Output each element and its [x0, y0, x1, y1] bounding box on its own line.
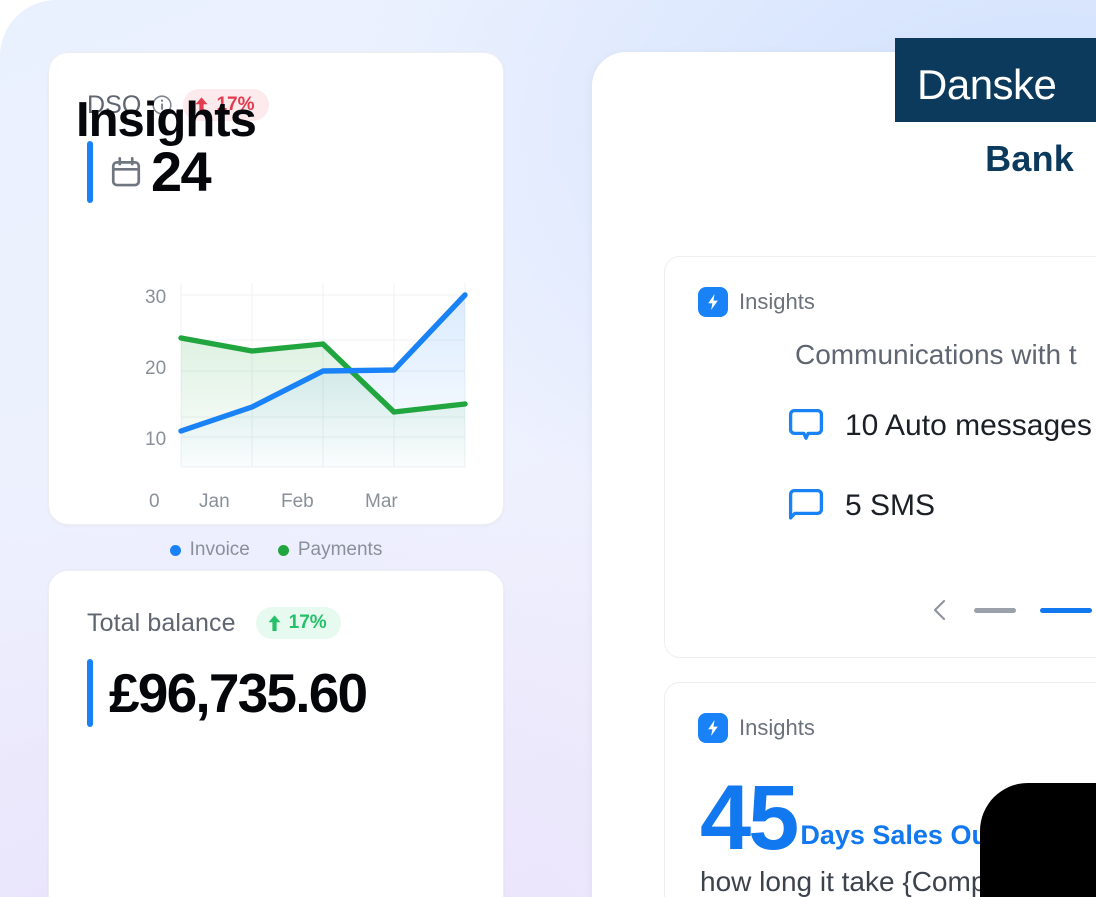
insight-row-auto-messages: 10 Auto messages	[665, 405, 1096, 447]
insight-dso-number: 45	[700, 767, 799, 869]
speech-bubble-icon	[788, 488, 824, 520]
arrow-up-icon	[268, 615, 281, 631]
dso-line-chart: 30 20 10 0 Jan Feb Mar	[49, 281, 503, 521]
chevron-left-icon[interactable]	[930, 598, 950, 622]
insight-card-communications[interactable]: Insights Communications with t 10 Auto m…	[664, 256, 1096, 658]
line-series-invoice	[178, 292, 468, 434]
logo-navy-box: Danske	[895, 38, 1096, 122]
insight-row-text: 5 SMS	[845, 489, 936, 522]
balance-metric-row: £96,735.60	[49, 659, 503, 727]
danske-bank-logo: Danske Bank	[895, 38, 1096, 180]
dso-metric-value: 24	[151, 140, 212, 203]
x-tick-feb: Feb	[281, 491, 314, 512]
corner-overlay-shape	[938, 783, 1096, 897]
dso-chart-legend: Invoice Payments	[49, 539, 503, 561]
y-tick-20: 20	[145, 358, 167, 379]
dso-delta-badge: 17%	[183, 89, 269, 121]
y-tick-10: 10	[145, 429, 167, 450]
insight-tag: Insights	[665, 257, 1096, 317]
insight-tag-label: Insights	[739, 289, 815, 314]
legend-dot-invoice	[169, 544, 181, 556]
balance-card-title: Total balance	[87, 608, 236, 637]
legend-item-invoice: Invoice	[169, 539, 250, 561]
logo-word-danske: Danske	[917, 61, 1057, 108]
insights-panel-title: Insights	[76, 93, 257, 147]
insight-tag: Insights	[665, 683, 1096, 743]
total-balance-card: Total balance 17% £96,735.60	[48, 570, 504, 897]
balance-delta-value: 17%	[288, 612, 327, 633]
carousel-dot-1[interactable]	[974, 607, 1016, 613]
carousel-dot-2[interactable]	[1040, 607, 1092, 613]
speech-bubble-icon	[788, 408, 824, 440]
y-tick-30: 30	[145, 287, 167, 308]
accent-bar	[87, 659, 93, 727]
calendar-icon	[111, 157, 141, 187]
bolt-icon	[698, 713, 728, 743]
legend-item-payments: Payments	[277, 539, 383, 561]
info-circle-icon[interactable]	[151, 94, 173, 116]
line-series-payments	[178, 335, 468, 415]
insight-headline: Communications with t	[795, 339, 1077, 370]
insight-row-sms: 5 SMS	[665, 485, 1096, 527]
accent-bar	[87, 141, 93, 203]
arrow-up-icon	[195, 97, 208, 113]
x-tick-jan: Jan	[199, 491, 230, 512]
y-tick-0: 0	[149, 491, 160, 512]
dso-card: DSO 17% 24	[48, 52, 504, 560]
balance-delta-badge: 17%	[255, 607, 341, 639]
insights-carousel	[930, 598, 1096, 622]
dso-line-chart-svg	[178, 283, 468, 468]
balance-metric-value: £96,735.60	[109, 661, 368, 724]
x-tick-mar: Mar	[365, 491, 398, 512]
dso-metric-row: 24	[49, 141, 503, 203]
legend-label-payments: Payments	[297, 539, 383, 560]
dso-card-header: DSO 17%	[49, 53, 503, 121]
dso-card-title: DSO	[87, 90, 142, 119]
balance-card-header: Total balance 17%	[49, 571, 503, 639]
legend-label-invoice: Invoice	[189, 539, 250, 560]
insight-row-text: 10 Auto messages	[845, 409, 1092, 442]
bolt-icon	[698, 287, 728, 317]
insight-tag-label: Insights	[739, 715, 815, 740]
dso-delta-value: 17%	[216, 94, 255, 115]
logo-word-bank: Bank	[895, 122, 1096, 180]
legend-dot-payments	[277, 544, 289, 556]
